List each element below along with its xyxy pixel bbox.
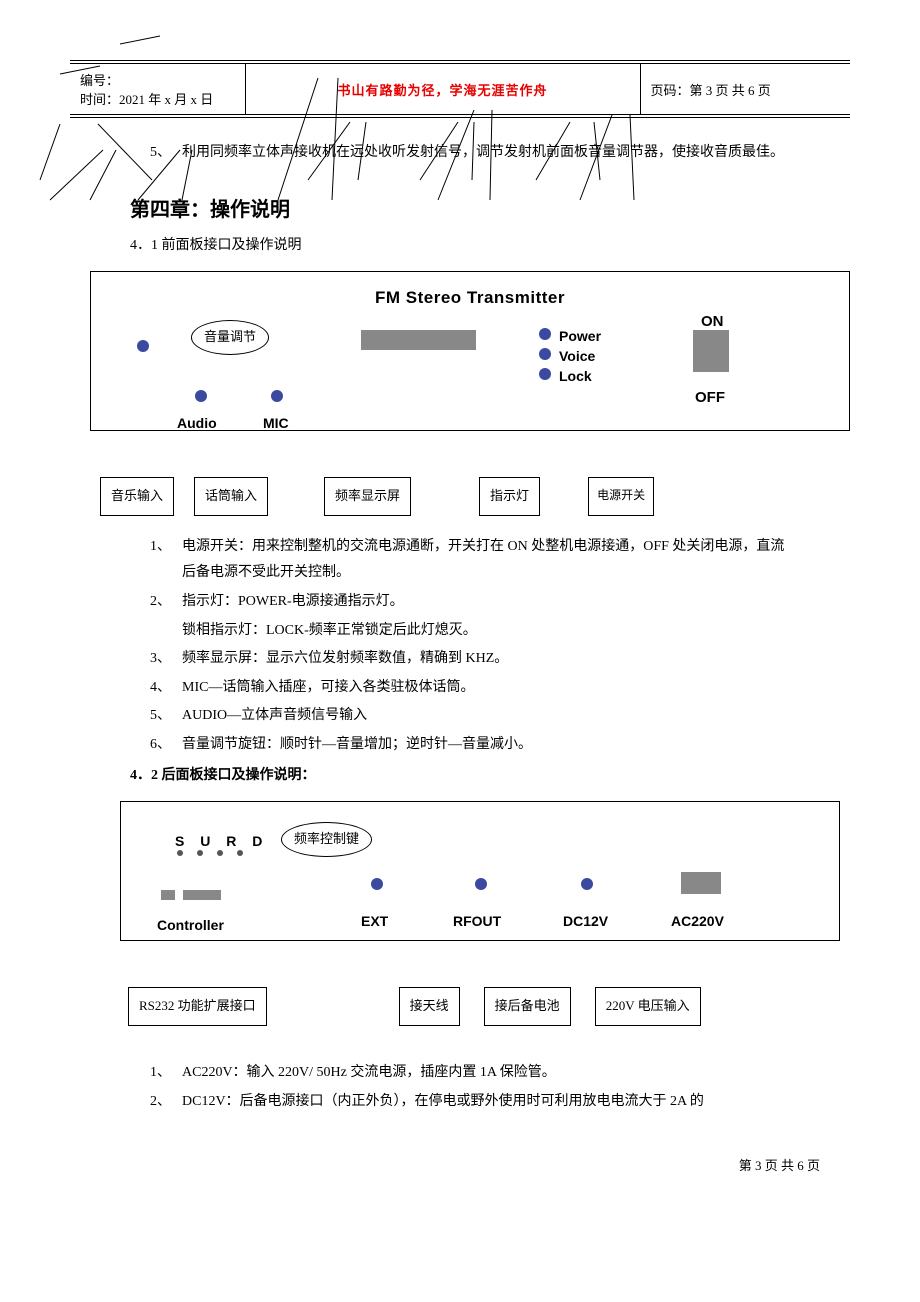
chapter4-title: 第四章：操作说明 bbox=[130, 191, 790, 229]
list-item: 3、频率显示屏：显示六位发射频率数值，精确到 KHZ。 bbox=[150, 646, 790, 673]
ext-label: EXT bbox=[361, 908, 388, 935]
page-footer: 第 3 页 共 6 页 bbox=[70, 1155, 850, 1174]
ext-port-dot bbox=[371, 878, 383, 890]
header-rule-bottom bbox=[70, 117, 850, 118]
callout-mic-in: 话筒输入 bbox=[194, 477, 268, 516]
list-number: 1、 bbox=[150, 534, 182, 587]
power-switch-rect bbox=[693, 330, 729, 372]
back-panel-diagram: S U R D 频率控制键 Controller EXT RFOUT DC12V… bbox=[120, 801, 840, 941]
callout-indicator: 指示灯 bbox=[479, 477, 540, 516]
list-number: 1、 bbox=[150, 1060, 182, 1087]
list-item: 5、AUDIO—立体声音频信号输入 bbox=[150, 703, 790, 730]
dc12v-label: DC12V bbox=[563, 908, 608, 935]
callout-battery: 接后备电池 bbox=[484, 987, 571, 1026]
list-item: 锁相指示灯：LOCK-频率正常锁定后此灯熄灭。 bbox=[150, 618, 790, 645]
power-led-dot bbox=[539, 328, 551, 340]
list-body: 电源开关：用来控制整机的交流电源通断，开关打在 ON 处整机电源接通，OFF 处… bbox=[182, 534, 790, 587]
callout-power-switch: 电源开关 bbox=[588, 477, 654, 516]
list-body: 锁相指示灯：LOCK-频率正常锁定后此灯熄灭。 bbox=[182, 618, 790, 645]
rfout-label: RFOUT bbox=[453, 908, 501, 935]
front-panel-list: 1、电源开关：用来控制整机的交流电源通断，开关打在 ON 处整机电源接通，OFF… bbox=[150, 534, 790, 759]
back-callout-row: RS232 功能扩展接口 接天线 接后备电池 220V 电压输入 bbox=[120, 987, 840, 1026]
voice-led-dot bbox=[539, 348, 551, 360]
surd-dot-s bbox=[177, 850, 183, 856]
volume-oval: 音量调节 bbox=[191, 320, 269, 355]
list-item: 6、音量调节旋钮：顺时针—音量增加；逆时针—音量减小。 bbox=[150, 732, 790, 759]
controller-label: Controller bbox=[157, 912, 224, 939]
surd-dot-d bbox=[237, 850, 243, 856]
list-number: 4、 bbox=[150, 675, 182, 702]
section-4-1-title: 4．1 前面板接口及操作说明 bbox=[130, 233, 790, 260]
callout-vin: 220V 电压输入 bbox=[595, 987, 701, 1026]
list-number: 6、 bbox=[150, 732, 182, 759]
callout-antenna: 接天线 bbox=[399, 987, 460, 1026]
list-number: 3、 bbox=[150, 646, 182, 673]
surd-dot-r bbox=[217, 850, 223, 856]
ac220v-port-rect bbox=[681, 872, 721, 894]
list-number bbox=[150, 618, 182, 645]
list-body: AUDIO—立体声音频信号输入 bbox=[182, 703, 790, 730]
intro-list-item: 5、 利用同频率立体声接收机在远处收听发射信号，调节发射机前面板音量调节器，使接… bbox=[150, 140, 790, 167]
off-label: OFF bbox=[695, 384, 725, 413]
list-body: 频率显示屏：显示六位发射频率数值，精确到 KHZ。 bbox=[182, 646, 790, 673]
callout-rs232: RS232 功能扩展接口 bbox=[128, 987, 267, 1026]
list-item: 4、MIC—话筒输入插座，可接入各类驻极体话筒。 bbox=[150, 675, 790, 702]
header-motto: 书山有路勤为径，学海无涯苦作舟 bbox=[245, 64, 640, 115]
volume-knob-dot bbox=[137, 340, 149, 352]
header-date: 时间：2021 年 x 月 x 日 bbox=[80, 89, 235, 108]
mic-label: MIC bbox=[263, 410, 289, 437]
list-body: 指示灯：POWER-电源接通指示灯。 bbox=[182, 589, 790, 616]
header-page: 页码：第 3 页 共 6 页 bbox=[640, 64, 850, 115]
list-item: 2、DC12V：后备电源接口（内正外负），在停电或野外使用时可利用放电电流大于 … bbox=[150, 1089, 790, 1116]
lock-led-label: Lock bbox=[559, 363, 592, 390]
ac220v-label: AC220V bbox=[671, 908, 724, 935]
dc12v-port-dot bbox=[581, 878, 593, 890]
list-body: DC12V：后备电源接口（内正外负），在停电或野外使用时可利用放电电流大于 2A… bbox=[182, 1089, 790, 1116]
audio-port-dot bbox=[195, 390, 207, 402]
list-number: 2、 bbox=[150, 1089, 182, 1116]
callout-music-in: 音乐输入 bbox=[100, 477, 174, 516]
list-body: 利用同频率立体声接收机在远处收听发射信号，调节发射机前面板音量调节器，使接收音质… bbox=[182, 140, 790, 167]
ctrl-port-1 bbox=[161, 890, 175, 900]
rfout-port-dot bbox=[475, 878, 487, 890]
lock-led-dot bbox=[539, 368, 551, 380]
mic-port-dot bbox=[271, 390, 283, 402]
list-number: 5、 bbox=[150, 703, 182, 730]
page-header-table: 编号： 时间：2021 年 x 月 x 日 书山有路勤为径，学海无涯苦作舟 页码… bbox=[70, 63, 850, 115]
freq-ctrl-oval: 频率控制键 bbox=[281, 822, 372, 857]
back-panel-list: 1、AC220V：输入 220V/ 50Hz 交流电源，插座内置 1A 保险管。… bbox=[150, 1060, 790, 1115]
audio-label: Audio bbox=[177, 410, 217, 437]
ctrl-port-2 bbox=[183, 890, 221, 900]
header-number: 编号： bbox=[80, 70, 235, 89]
section-4-2-title: 4．2 后面板接口及操作说明： bbox=[130, 763, 790, 790]
list-number: 5、 bbox=[150, 140, 182, 167]
back-panel-diagram-wrap: S U R D 频率控制键 Controller EXT RFOUT DC12V… bbox=[120, 801, 840, 1026]
list-number: 2、 bbox=[150, 589, 182, 616]
list-item: 2、指示灯：POWER-电源接通指示灯。 bbox=[150, 589, 790, 616]
list-body: 音量调节旋钮：顺时针—音量增加；逆时针—音量减小。 bbox=[182, 732, 790, 759]
surd-dot-u bbox=[197, 850, 203, 856]
list-body: MIC—话筒输入插座，可接入各类驻极体话筒。 bbox=[182, 675, 790, 702]
freq-display-rect bbox=[361, 330, 476, 350]
list-item: 1、电源开关：用来控制整机的交流电源通断，开关打在 ON 处整机电源接通，OFF… bbox=[150, 534, 790, 587]
front-panel-diagram-wrap: FM Stereo Transmitter 音量调节 Audio MIC Pow… bbox=[90, 271, 850, 516]
list-body: AC220V：输入 220V/ 50Hz 交流电源，插座内置 1A 保险管。 bbox=[182, 1060, 790, 1087]
callout-freq-display: 频率显示屏 bbox=[324, 477, 411, 516]
header-rule-top bbox=[70, 60, 850, 61]
front-callout-row: 音乐输入 话筒输入 频率显示屏 指示灯 电源开关 bbox=[90, 477, 850, 516]
front-panel-diagram: FM Stereo Transmitter 音量调节 Audio MIC Pow… bbox=[90, 271, 850, 431]
list-item: 1、AC220V：输入 220V/ 50Hz 交流电源，插座内置 1A 保险管。 bbox=[150, 1060, 790, 1087]
fm-title: FM Stereo Transmitter bbox=[375, 282, 565, 314]
